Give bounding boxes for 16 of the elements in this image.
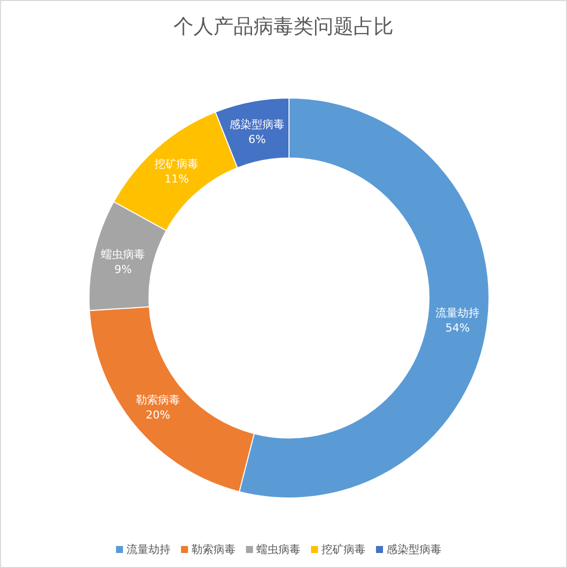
data-label: 9% <box>114 262 132 276</box>
legend-label: 勒索病毒 <box>192 543 236 556</box>
slice-label: 感染型病毒 <box>230 118 285 132</box>
data-label: 54% <box>445 321 470 334</box>
slice-label: 勒索病毒 <box>136 393 180 406</box>
data-label: 6% <box>248 133 266 146</box>
chart-title: 个人产品病毒类问题占比 <box>172 13 394 40</box>
legend-label: 流量劫持 <box>126 543 170 556</box>
slice-label: 流量劫持 <box>436 306 480 320</box>
legend-label: 挖矿病毒 <box>322 543 366 556</box>
data-label: 11% <box>164 172 189 186</box>
slice-label: 蠕虫病毒 <box>101 248 146 261</box>
data-label: 20% <box>146 408 170 422</box>
legend-label: 感染型病毒 <box>386 543 442 556</box>
slice-label: 挖矿病毒 <box>154 157 199 170</box>
legend-label: 蠕虫病毒 <box>256 543 300 556</box>
